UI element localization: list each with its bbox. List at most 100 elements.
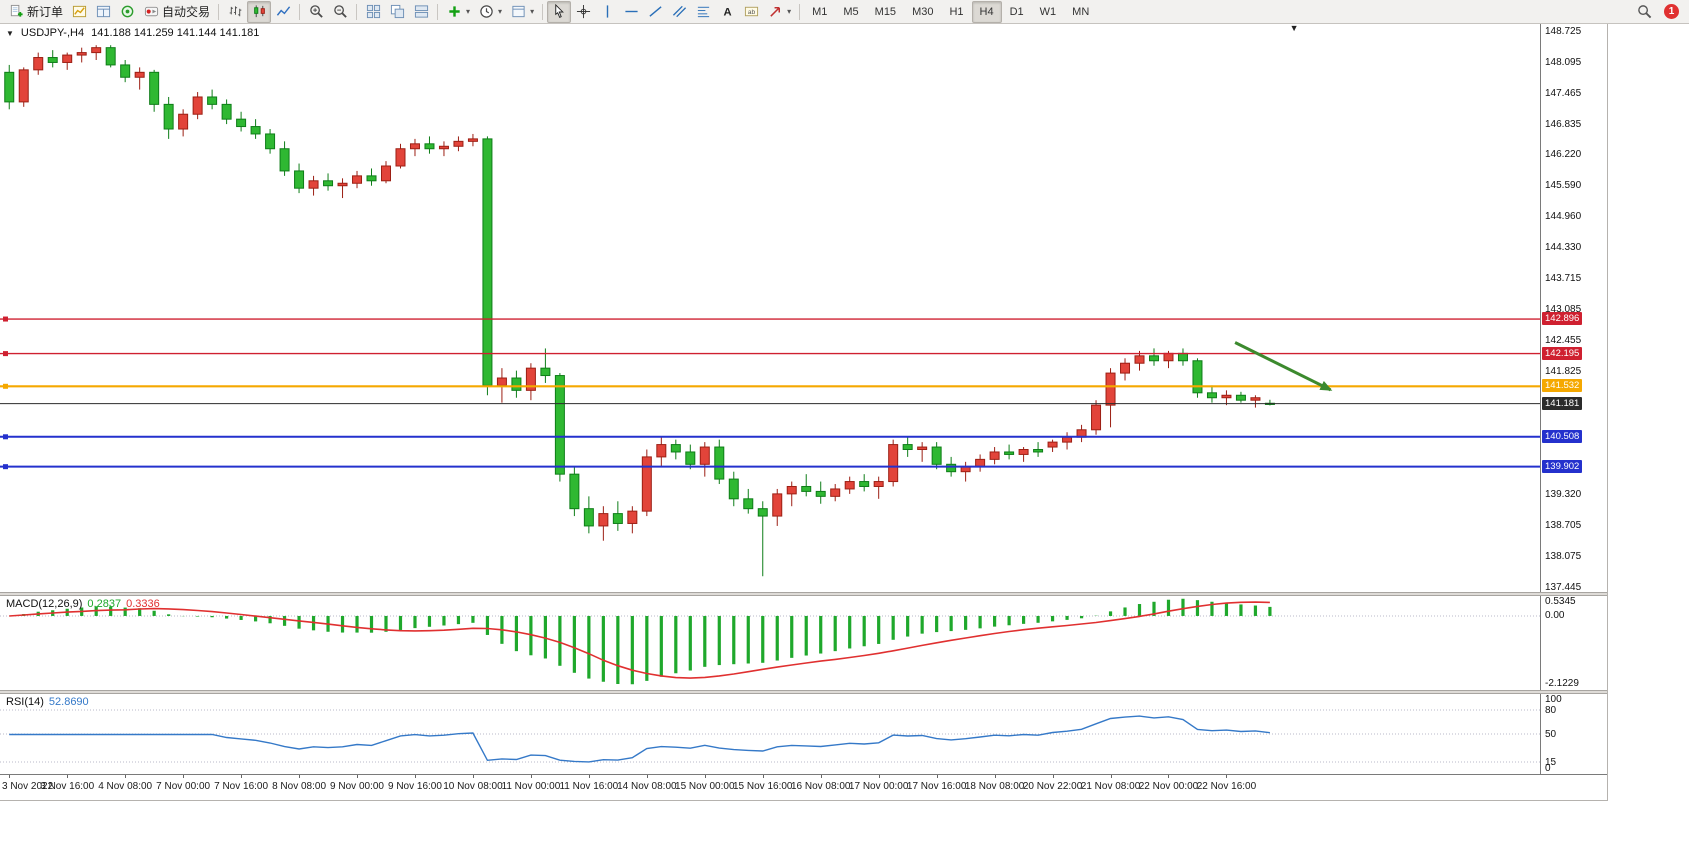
candle — [438, 141, 449, 157]
time-axis[interactable]: 3 Nov 2022 3 Nov 16:00 4 Nov 08:00 7 Nov 00… — [0, 774, 1607, 801]
candle — [4, 64, 15, 110]
periods-button[interactable]: ▾ — [474, 1, 506, 23]
candle — [1264, 399, 1275, 406]
indicators-button[interactable]: ▾ — [442, 1, 474, 23]
rsi-plot[interactable]: RSI(14) 52.8690 — [0, 694, 1540, 774]
candle — [91, 45, 102, 60]
symbol-period-label: USDJPY-,H4 — [20, 27, 85, 39]
cursor-button[interactable] — [547, 0, 572, 23]
time-axis-tick — [704, 775, 706, 778]
candle — [279, 141, 290, 176]
notifications-badge[interactable]: 1 — [1664, 4, 1679, 19]
macd-signal-line — [9, 601, 1270, 679]
tf-m5-button[interactable]: M5 — [835, 1, 866, 23]
chart-shift-marker-icon[interactable]: ▼ — [1289, 24, 1299, 33]
channel-icon — [671, 4, 687, 20]
tile-windows-button[interactable] — [361, 1, 385, 23]
candle — [453, 136, 464, 152]
tf-m15-button[interactable]: M15 — [867, 1, 904, 23]
tf-m30-button[interactable]: M30 — [904, 1, 941, 23]
resistance-line-upper-handle[interactable] — [3, 316, 8, 322]
text-button[interactable]: A — [715, 1, 739, 23]
clock-icon — [478, 4, 494, 20]
tf-h1-button[interactable]: H1 — [941, 1, 971, 23]
navigator-button[interactable] — [115, 1, 139, 23]
candle — [424, 136, 435, 154]
candle — [482, 136, 493, 396]
candle — [18, 67, 29, 107]
cascade-windows-button[interactable] — [385, 1, 409, 23]
time-axis-tick — [125, 775, 127, 778]
candle — [120, 59, 131, 83]
toolbar-separator — [542, 3, 544, 20]
templates-button[interactable]: ▾ — [506, 1, 538, 23]
time-axis-tick — [530, 775, 532, 778]
price-tag-142.195: 142.195 — [1542, 346, 1583, 360]
horizontal-line-button[interactable] — [619, 1, 643, 23]
orange-support-line-handle[interactable] — [3, 383, 8, 389]
line-chart-button[interactable] — [271, 1, 295, 23]
chart-window: ▼ USDJPY-,H4 141.188 141.259 141.144 141… — [0, 24, 1608, 801]
new-chart-button[interactable] — [67, 1, 91, 23]
tf-w1-button[interactable]: W1 — [1032, 1, 1065, 23]
candle — [352, 170, 363, 189]
price-axis-label: 143.085 — [1545, 303, 1582, 315]
search-button[interactable] — [1632, 1, 1656, 23]
time-axis-label: 15 Nov 16:00 — [733, 781, 793, 792]
arrange-windows-button[interactable] — [409, 1, 433, 23]
vertical-line-button[interactable] — [595, 1, 619, 23]
main-chart-plot[interactable]: ▼ USDJPY-,H4 141.188 141.259 141.144 141… — [0, 24, 1540, 592]
tf-d1-button[interactable]: D1 — [1002, 1, 1032, 23]
time-axis-label: 21 Nov 08:00 — [1080, 781, 1141, 792]
time-axis-tick — [357, 775, 359, 778]
macd-axis[interactable]: 0.5345 0.00 -2.1229 — [1540, 596, 1607, 690]
candle — [381, 161, 391, 184]
tf-mn-button[interactable]: MN — [1064, 1, 1097, 23]
resistance-line-lower-handle[interactable] — [3, 351, 8, 357]
crosshair-button[interactable] — [571, 1, 595, 23]
auto-trading-button[interactable]: 自动交易 — [139, 1, 214, 23]
candle — [815, 481, 826, 504]
blue-support-line-upper-handle[interactable] — [3, 434, 8, 440]
price-axis[interactable]: 148.725 148.095 147.465 146.835 146.220 145.5… — [1540, 24, 1607, 593]
fibonacci-button[interactable] — [691, 1, 715, 23]
price-tag-139.902: 139.902 — [1542, 459, 1583, 473]
toolbar-separator — [218, 3, 220, 20]
zoom-in-button[interactable] — [304, 1, 328, 23]
rsi-axis[interactable]: 100 80 50 15 0 — [1540, 694, 1607, 774]
candle — [772, 488, 783, 526]
candle — [511, 370, 522, 398]
bar-chart-button[interactable] — [223, 1, 247, 23]
price-axis-label: 146.835 — [1545, 118, 1582, 130]
tf-m30-button-label: M30 — [912, 5, 934, 18]
price-tag-142.896: 142.896 — [1542, 312, 1583, 326]
tf-h4-button[interactable]: H4 — [971, 0, 1002, 23]
arrows-button[interactable]: ▾ — [763, 1, 795, 23]
macd-panel: MACD(12,26,9) 0.2837 0.3336 0.5345 0.00 -2… — [0, 596, 1607, 690]
tf-m1-button[interactable]: M1 — [804, 1, 835, 23]
time-axis-label: 20 Nov 22:00 — [1022, 781, 1083, 792]
candle — [714, 439, 725, 485]
zoom-out-button[interactable] — [328, 1, 352, 23]
panel-splitter[interactable] — [0, 690, 1607, 694]
rsi-chart — [0, 709, 1540, 763]
trend-arrow-annotation[interactable] — [1234, 341, 1333, 392]
candlestick-chart-button[interactable] — [247, 0, 272, 23]
new-order-button[interactable]: 新订单 — [4, 1, 67, 23]
candle — [670, 439, 681, 460]
data-window-button[interactable] — [91, 1, 115, 23]
macd-plot[interactable]: MACD(12,26,9) 0.2837 0.3336 — [0, 596, 1540, 690]
symbol-dropdown-icon[interactable]: ▼ — [6, 28, 14, 38]
candle — [1221, 390, 1232, 406]
time-axis-label: 10 Nov 08:00 — [443, 781, 503, 792]
channel-button[interactable] — [667, 1, 691, 23]
text-label-button[interactable]: ab — [739, 1, 763, 23]
time-axis-tick — [183, 775, 185, 778]
trendline-button[interactable] — [643, 1, 667, 23]
blue-support-line-lower-handle[interactable] — [3, 464, 8, 470]
panel-splitter[interactable] — [0, 592, 1607, 596]
time-axis-tick — [646, 775, 648, 778]
vline-icon — [599, 4, 615, 20]
candle — [134, 67, 145, 90]
